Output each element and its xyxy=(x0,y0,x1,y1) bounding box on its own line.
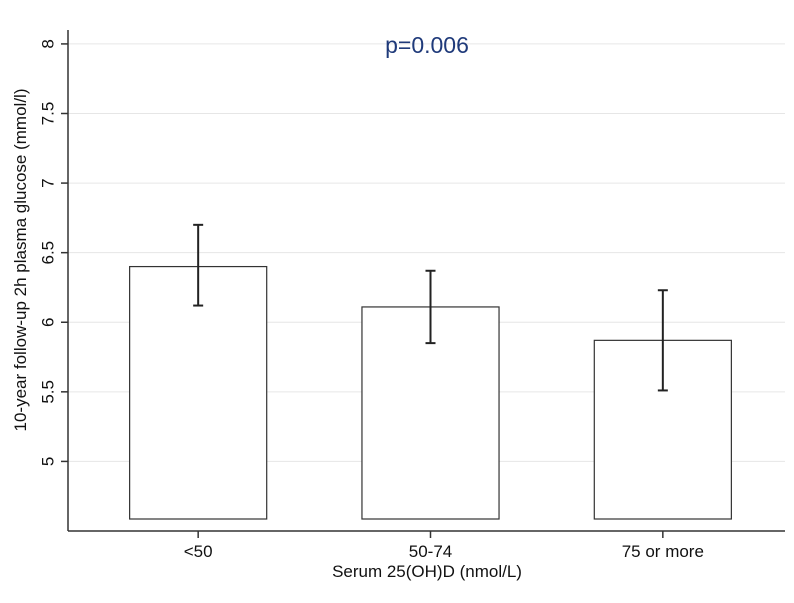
y-tick-label: 7 xyxy=(39,178,58,187)
x-tick-label: <50 xyxy=(184,542,213,561)
y-axis-title: 10-year follow-up 2h plasma glucose (mmo… xyxy=(11,89,30,432)
y-tick-label: 7.5 xyxy=(39,102,58,126)
x-ticks: <50 50-74 75 or more xyxy=(184,531,704,561)
y-tick-label: 8 xyxy=(39,39,58,48)
error-bars xyxy=(193,223,668,392)
x-tick-label: 75 or more xyxy=(622,542,704,561)
x-axis-title: Serum 25(OH)D (nmol/L) xyxy=(332,562,522,581)
error-bar xyxy=(193,223,204,307)
bar xyxy=(129,265,268,520)
y-tick-label: 5.5 xyxy=(39,380,58,404)
y-ticks: 5 5.5 6 6.5 7 7.5 8 xyxy=(39,39,68,466)
p-value-annotation: p=0.006 xyxy=(385,32,469,58)
y-tick-label: 6.5 xyxy=(39,241,58,265)
error-bar xyxy=(657,289,668,392)
x-tick-label: 50-74 xyxy=(409,542,452,561)
y-tick-label: 6 xyxy=(39,318,58,327)
error-bar xyxy=(425,269,436,345)
y-tick-label: 5 xyxy=(39,457,58,466)
